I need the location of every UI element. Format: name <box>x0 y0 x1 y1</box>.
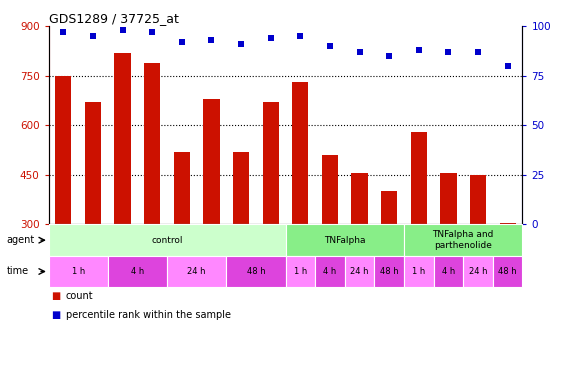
Bar <box>49 224 286 256</box>
Text: count: count <box>66 291 93 301</box>
Bar <box>286 256 315 287</box>
Text: agent: agent <box>7 235 35 245</box>
Text: GDS1289 / 37725_at: GDS1289 / 37725_at <box>49 12 178 25</box>
Text: 24 h: 24 h <box>469 267 487 276</box>
Point <box>414 47 423 53</box>
Point <box>296 33 305 39</box>
Bar <box>114 53 131 224</box>
Bar <box>144 63 160 224</box>
Point <box>148 29 157 35</box>
Bar <box>85 102 101 224</box>
Bar <box>404 256 433 287</box>
Bar <box>55 76 71 224</box>
Point <box>177 39 186 45</box>
Point <box>503 63 512 69</box>
Bar <box>351 173 368 224</box>
Point <box>444 49 453 55</box>
Bar <box>440 173 457 224</box>
Text: 24 h: 24 h <box>350 267 369 276</box>
Text: TNFalpha and
parthenolide: TNFalpha and parthenolide <box>433 231 494 250</box>
Bar <box>233 152 249 224</box>
Bar <box>292 82 308 224</box>
Bar <box>315 256 345 287</box>
Text: 4 h: 4 h <box>131 267 144 276</box>
Text: 48 h: 48 h <box>498 267 517 276</box>
Bar <box>203 99 220 224</box>
Point <box>325 43 335 49</box>
Point <box>385 53 394 59</box>
Text: 1 h: 1 h <box>71 267 85 276</box>
Bar <box>411 132 427 224</box>
Text: ■: ■ <box>51 291 61 301</box>
Bar <box>322 155 338 224</box>
Text: 24 h: 24 h <box>187 267 206 276</box>
Bar <box>470 175 486 224</box>
Text: 4 h: 4 h <box>323 267 336 276</box>
Bar <box>286 224 404 256</box>
Text: 1 h: 1 h <box>293 267 307 276</box>
Point <box>266 35 275 41</box>
Text: 1 h: 1 h <box>412 267 425 276</box>
Bar <box>108 256 167 287</box>
Text: control: control <box>151 236 183 245</box>
Text: time: time <box>7 267 29 276</box>
Bar <box>167 256 226 287</box>
Bar <box>463 256 493 287</box>
Bar <box>500 223 516 224</box>
Point <box>59 29 68 35</box>
Bar <box>375 256 404 287</box>
Text: ■: ■ <box>51 310 61 320</box>
Bar <box>493 256 522 287</box>
Point <box>207 37 216 43</box>
Bar <box>381 191 397 224</box>
Text: 48 h: 48 h <box>380 267 399 276</box>
Text: 48 h: 48 h <box>247 267 265 276</box>
Text: TNFalpha: TNFalpha <box>324 236 365 245</box>
Point <box>236 41 246 47</box>
Point <box>355 49 364 55</box>
Point <box>473 49 482 55</box>
Bar <box>226 256 286 287</box>
Bar <box>263 102 279 224</box>
Bar <box>433 256 463 287</box>
Bar <box>404 224 522 256</box>
Point <box>89 33 98 39</box>
Bar <box>345 256 375 287</box>
Bar <box>174 152 190 224</box>
Bar <box>49 256 108 287</box>
Point <box>118 27 127 33</box>
Text: percentile rank within the sample: percentile rank within the sample <box>66 310 231 320</box>
Text: 4 h: 4 h <box>442 267 455 276</box>
